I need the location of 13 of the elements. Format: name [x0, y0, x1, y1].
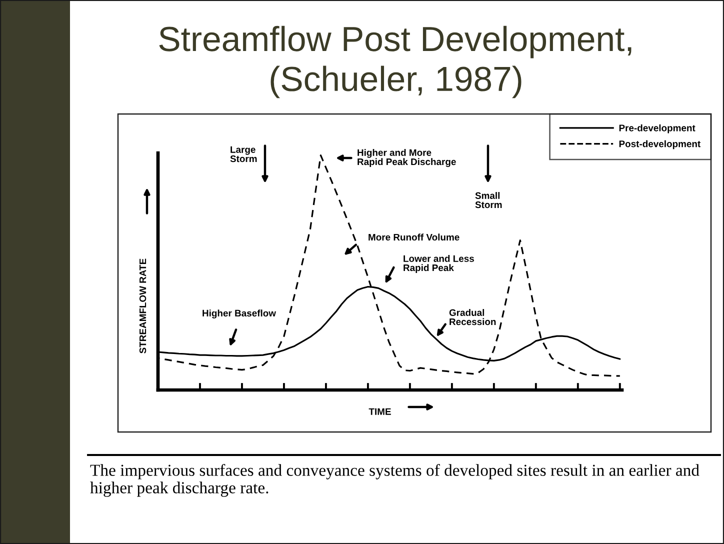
y-axis-title: STREAMFLOW RATE	[139, 258, 146, 354]
annotation: Higher and More Rapid Peak Discharge	[358, 148, 456, 168]
text: Pre-development	[619, 124, 696, 134]
text: The impervious surfaces and conveyance systems of developed sites result in an earlier and higher peak discharge rate.	[90, 464, 700, 497]
annotation: Lower and Less Rapid Peak	[404, 255, 474, 273]
chart-title: Streamflow Post Development, (Schueler, 1987)	[159, 26, 632, 98]
annotation: Higher Baseflow	[202, 310, 276, 318]
annotation: Large Storm	[230, 146, 257, 162]
annotation: Small Storm	[475, 192, 502, 208]
text: Post-development	[619, 140, 700, 150]
annotation: More Runoff Volume	[368, 234, 460, 241]
annotation: Gradual Recession	[449, 309, 496, 326]
x-axis-title: TIME	[368, 408, 391, 415]
